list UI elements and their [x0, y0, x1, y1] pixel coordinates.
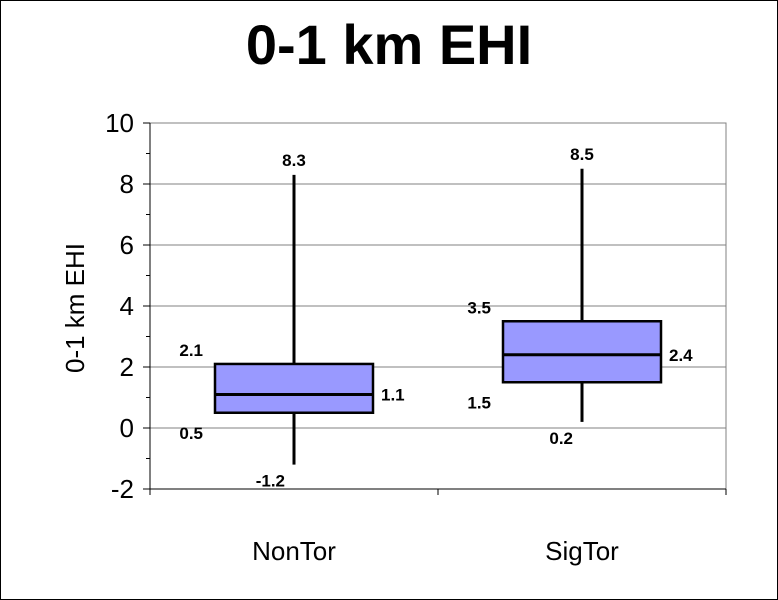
label-median-nontor: 1.1 — [381, 385, 405, 404]
label-min-nontor: -1.2 — [256, 472, 285, 491]
y-tick-label-6: 10 — [105, 108, 134, 138]
y-tick-label-5: 8 — [120, 169, 134, 199]
box-sigtor: 8.5 3.5 2.4 1.5 0.2 — [467, 145, 693, 448]
chart-title: 0-1 km EHI — [246, 13, 532, 76]
y-tick-label-2: 2 — [120, 352, 134, 382]
y-tick-labels: -2 0 2 4 6 8 10 — [105, 108, 134, 504]
y-axis-label: 0-1 km EHI — [60, 243, 90, 373]
label-q1-nontor: 0.5 — [179, 424, 203, 443]
box-iqr-nontor — [213, 362, 375, 415]
box-series: 8.3 2.1 1.1 0.5 -1.2 8.5 3.5 2.4 1.5 0.2 — [179, 145, 693, 491]
y-tick-label-0: -2 — [111, 474, 134, 504]
y-tick-label-3: 4 — [120, 291, 134, 321]
label-q1-sigtor: 1.5 — [467, 393, 491, 412]
box-nontor: 8.3 2.1 1.1 0.5 -1.2 — [179, 151, 404, 491]
y-tick-label-4: 6 — [120, 230, 134, 260]
y-tick-label-1: 0 — [120, 413, 134, 443]
category-labels: NonTor SigTor — [252, 536, 619, 566]
label-max-sigtor: 8.5 — [570, 145, 594, 164]
label-max-nontor: 8.3 — [282, 151, 306, 170]
category-label-sigtor: SigTor — [545, 536, 619, 566]
label-median-sigtor: 2.4 — [669, 346, 693, 365]
label-q3-sigtor: 3.5 — [467, 298, 491, 317]
box-iqr-sigtor — [501, 320, 663, 384]
label-q3-nontor: 2.1 — [179, 341, 203, 360]
label-min-sigtor: 0.2 — [549, 429, 573, 448]
axes — [143, 122, 727, 495]
category-label-nontor: NonTor — [252, 536, 336, 566]
